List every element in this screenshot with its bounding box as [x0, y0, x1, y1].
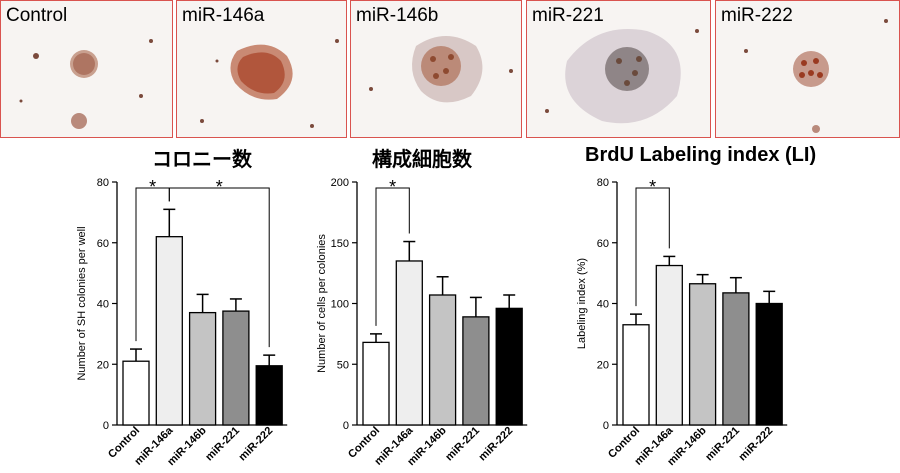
bar-mir-146a	[395, 260, 423, 426]
bar-mir-222	[755, 302, 783, 426]
bar-mir-146b	[428, 294, 457, 426]
x-tick-label: miR-222	[477, 425, 516, 464]
colony-count-chart: Number of SH colonies per well020406080C…	[76, 177, 288, 468]
bar-control	[122, 360, 150, 426]
bar-mir-221	[722, 292, 750, 426]
micrograph-mir-222: miR-222	[715, 0, 900, 138]
y-tick-label: 40	[597, 299, 609, 311]
micrograph-mir-146a: miR-146a	[176, 0, 347, 138]
bar-mir-221	[222, 310, 250, 426]
micrograph-control: Control	[0, 0, 173, 138]
bar-mir-146b	[188, 311, 217, 426]
micrograph-image	[545, 29, 699, 124]
panel-label: miR-146b	[356, 5, 439, 26]
y-tick-label: 80	[597, 177, 609, 189]
y-tick-label: 40	[97, 299, 109, 311]
y-tick-label: 50	[337, 359, 349, 371]
chart-title-colony-count: コロニー数	[152, 147, 252, 171]
x-tick-label: miR-222	[237, 425, 276, 464]
micrograph-image	[744, 19, 888, 133]
bar-mir-222	[495, 307, 523, 426]
chart-title-cell-count: 構成細胞数	[372, 147, 472, 171]
y-tick-label: 0	[343, 420, 349, 432]
y-axis-label: Number of SH colonies per well	[76, 226, 88, 380]
y-tick-label: 60	[597, 238, 609, 250]
y-axis-label: Labeling index (%)	[576, 258, 588, 349]
bar-control	[362, 341, 390, 426]
significance-star: *	[216, 177, 223, 197]
chart-title-labeling-index: BrdU Labeling index (LI)	[585, 144, 817, 166]
significance-bracket	[635, 187, 670, 307]
micrograph-mir-146b: miR-146b	[350, 0, 522, 138]
bar-mir-146a	[155, 236, 183, 426]
y-tick-label: 20	[97, 359, 109, 371]
bar-mir-221	[462, 316, 490, 426]
micrograph-mir-221: miR-221	[526, 0, 711, 138]
micrograph-image	[369, 36, 513, 103]
x-tick-label: miR-221	[203, 425, 242, 464]
x-tick-label: miR-221	[703, 425, 742, 464]
significance-star: *	[649, 177, 656, 197]
significance-star: *	[149, 177, 156, 197]
significance-bracket	[375, 187, 410, 326]
labeling-index-chart: Labeling index (%)020406080ControlmiR-14…	[576, 177, 788, 468]
cell-count-chart: Number of cells per colonies 0 50 100 150 200…	[316, 177, 528, 468]
bar-control	[622, 324, 650, 426]
x-tick-label: miR-222	[737, 425, 776, 464]
panel-label: miR-221	[532, 5, 604, 26]
bar-mir-146a	[655, 264, 683, 426]
x-tick-label: miR-221	[443, 425, 482, 464]
y-tick-label: 0	[603, 420, 609, 432]
significance-star: *	[389, 177, 396, 197]
panel-label: Control	[6, 5, 68, 26]
y-tick-label: 20	[597, 359, 609, 371]
y-tick-label: 0	[103, 420, 109, 432]
y-axis-label: Number of cells per colonies	[316, 234, 328, 373]
y-tick-label: 80	[97, 177, 109, 189]
panel-label: miR-146a	[182, 5, 265, 26]
panel-label: miR-222	[721, 5, 793, 26]
bar-mir-222	[255, 365, 283, 426]
significance-bracket	[168, 187, 270, 348]
y-tick-label: 100	[331, 299, 349, 311]
micrograph-image	[200, 39, 339, 128]
y-tick-label: 60	[97, 238, 109, 250]
micrograph-image	[19, 39, 153, 129]
y-tick-label: 150	[331, 238, 349, 250]
bar-mir-146b	[688, 283, 717, 426]
y-tick-label: 200	[331, 177, 349, 189]
